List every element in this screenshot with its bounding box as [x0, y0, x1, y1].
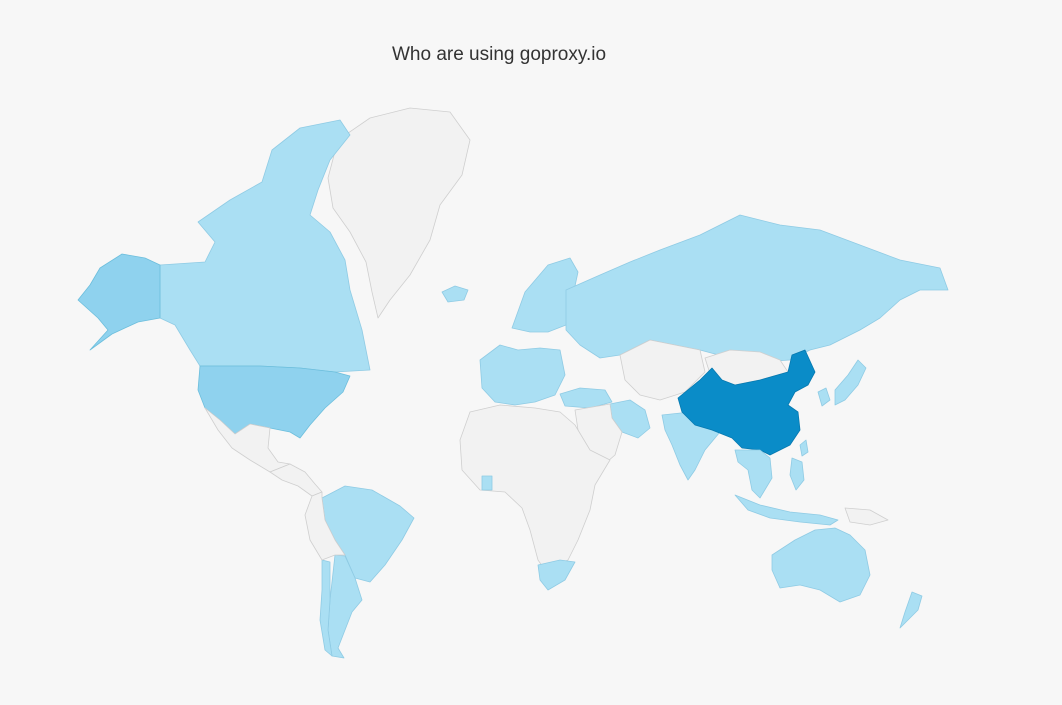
country-mexico[interactable]: Mexico: [204, 407, 291, 473]
country-ghana[interactable]: Ghana: [481, 475, 493, 491]
country-new-zealand[interactable]: New Zealand: [899, 591, 923, 629]
country-philippines[interactable]: Philippines: [789, 457, 805, 491]
country-layer: Greenland Canada Alaska (United States) …: [77, 107, 949, 659]
country-alaska[interactable]: Alaska (United States): [77, 253, 161, 351]
country-southeast-asia[interactable]: Southeast Asia: [734, 449, 773, 499]
country-russia[interactable]: Russia: [565, 214, 949, 363]
country-papua-new-guinea[interactable]: Papua New Guinea: [844, 507, 889, 526]
country-iceland[interactable]: Iceland: [441, 285, 469, 303]
map-title: Who are using goproxy.io: [391, 44, 607, 65]
country-central-asia[interactable]: Central Asia: [619, 339, 706, 401]
country-chile[interactable]: Chile: [319, 559, 333, 657]
country-south-america-other[interactable]: Rest of South America: [304, 491, 346, 561]
country-indonesia[interactable]: Indonesia: [734, 494, 839, 526]
country-greenland[interactable]: Greenland: [327, 107, 471, 319]
country-japan[interactable]: Japan: [834, 359, 867, 406]
country-taiwan[interactable]: Taiwan: [799, 439, 809, 457]
country-central-america[interactable]: Central America: [269, 463, 323, 497]
country-australia[interactable]: Australia: [771, 527, 871, 603]
country-western-europe[interactable]: Western Europe: [479, 344, 566, 406]
country-south-korea[interactable]: South Korea: [817, 387, 831, 407]
country-china[interactable]: China: [677, 349, 816, 456]
country-south-africa[interactable]: South Africa: [537, 559, 576, 591]
country-turkey[interactable]: Turkey: [559, 387, 613, 409]
